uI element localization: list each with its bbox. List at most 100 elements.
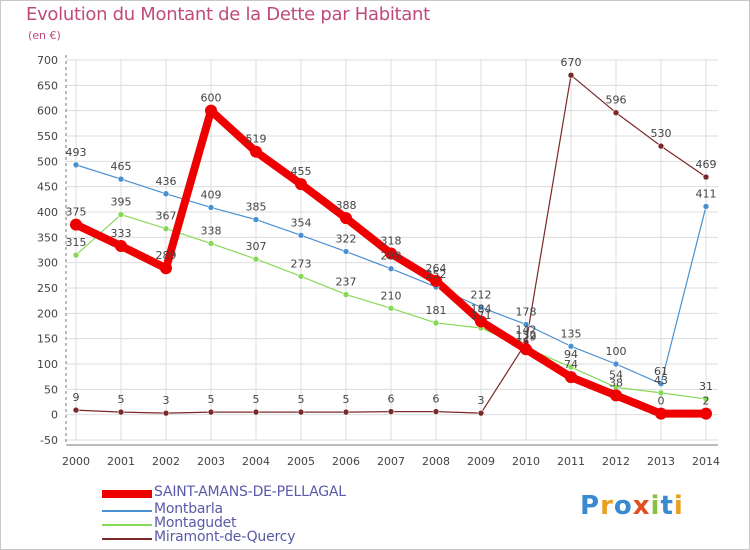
- point-2-6: [342, 291, 350, 298]
- point-0-0: [70, 218, 82, 231]
- data-label: 436: [156, 175, 177, 188]
- proxiti-logo: Proxiti: [580, 491, 684, 521]
- y-tick-label: 500: [37, 155, 58, 168]
- point-0-6: [340, 212, 352, 225]
- data-label: 596: [606, 94, 627, 107]
- data-label: 212: [471, 288, 492, 301]
- point-3-14: [702, 173, 710, 181]
- data-label: 288: [381, 250, 402, 263]
- x-tick-label: 2002: [152, 455, 180, 468]
- data-label: 307: [246, 240, 267, 253]
- point-1-13: [657, 380, 665, 388]
- data-label: 0: [658, 395, 665, 408]
- point-0-8: [430, 274, 442, 287]
- y-tick-label: 100: [37, 358, 58, 371]
- grid: [66, 59, 718, 441]
- point-3-12: [612, 109, 620, 116]
- legend-swatch-montagudet: [102, 524, 152, 526]
- y-tick-label: 600: [37, 105, 58, 118]
- point-3-13: [657, 142, 665, 150]
- data-label: 388: [336, 199, 357, 212]
- y-tick-label: 50: [44, 383, 58, 396]
- y-tick-label: 400: [37, 206, 58, 219]
- data-label: 5: [298, 393, 305, 406]
- data-label: 315: [66, 236, 87, 249]
- point-1-10: [522, 321, 530, 328]
- point-0-3: [205, 104, 217, 117]
- point-0-4: [250, 145, 262, 158]
- x-tick-label: 2008: [422, 455, 450, 468]
- x-tick-label: 2004: [242, 455, 270, 468]
- point-2-2: [162, 225, 170, 233]
- legend-label-montagudet: Montagudet: [154, 515, 237, 531]
- point-3-3: [207, 408, 215, 416]
- point-1-5: [297, 232, 305, 239]
- data-label: 264: [426, 262, 447, 275]
- y-tick-label: 0: [51, 409, 58, 422]
- point-3-4: [252, 408, 260, 416]
- legend-label-montbarla: Montbarla: [154, 501, 223, 517]
- x-tick-label: 2012: [602, 455, 630, 468]
- y-tick-label: 350: [37, 231, 58, 244]
- point-1-1: [117, 175, 125, 183]
- data-label: 333: [111, 227, 132, 240]
- data-label: 273: [291, 257, 312, 270]
- data-label: 237: [336, 276, 357, 289]
- point-2-7: [387, 304, 395, 312]
- data-label: 252: [426, 268, 447, 281]
- data-label: 5: [343, 393, 350, 406]
- point-3-7: [387, 408, 395, 415]
- y-tick-label: 200: [37, 307, 58, 320]
- legend-label-miramont: Miramont-de-Quercy: [154, 529, 296, 545]
- point-1-12: [612, 360, 620, 368]
- data-label: 411: [696, 187, 717, 200]
- data-label: 465: [111, 160, 132, 173]
- y-axis-unit: (en €): [28, 29, 61, 42]
- point-0-12: [610, 389, 622, 402]
- data-label: 670: [561, 56, 582, 69]
- data-label: 600: [201, 92, 222, 105]
- data-label: 5: [253, 393, 260, 406]
- point-3-0: [72, 406, 80, 414]
- data-label: 43: [654, 374, 668, 387]
- legend-swatch-saint-amans: [102, 490, 152, 498]
- data-label: 375: [66, 206, 87, 219]
- point-2-5: [297, 273, 305, 280]
- x-tick-label: 2011: [557, 455, 585, 468]
- x-tick-label: 2001: [107, 455, 135, 468]
- point-0-7: [385, 247, 397, 260]
- data-label: 519: [246, 133, 267, 146]
- data-label: 6: [388, 393, 395, 406]
- point-2-4: [252, 255, 260, 263]
- point-3-5: [297, 408, 305, 416]
- data-label: 338: [201, 224, 222, 237]
- point-1-3: [207, 204, 215, 211]
- point-3-8: [432, 408, 440, 415]
- point-2-0: [72, 251, 80, 259]
- data-label: 2: [703, 395, 710, 408]
- data-label: 132: [516, 329, 537, 342]
- series-points: [70, 71, 712, 420]
- y-tick-label: 650: [37, 79, 58, 92]
- data-label: 31: [699, 380, 713, 393]
- point-1-9: [477, 303, 485, 311]
- y-tick-label: 300: [37, 257, 58, 270]
- data-label: 178: [516, 305, 537, 318]
- data-label: 171: [471, 309, 492, 322]
- x-tick-label: 2014: [692, 455, 720, 468]
- chart-title: Evolution du Montant de la Dette par Hab…: [26, 4, 430, 25]
- point-2-14: [702, 395, 710, 403]
- x-tick-label: 2007: [377, 455, 405, 468]
- data-label: 367: [156, 210, 177, 223]
- y-tick-label: 150: [37, 333, 58, 346]
- point-3-9: [477, 409, 485, 417]
- x-tick-label: 2006: [332, 455, 360, 468]
- legend-label-saint-amans: SAINT-AMANS-DE-PELLAGAL: [154, 484, 346, 500]
- data-label: 354: [291, 216, 312, 229]
- x-tick-label: 2000: [62, 455, 90, 468]
- data-label: 289: [156, 249, 177, 262]
- point-0-9: [475, 315, 487, 328]
- data-label: 129: [516, 330, 537, 343]
